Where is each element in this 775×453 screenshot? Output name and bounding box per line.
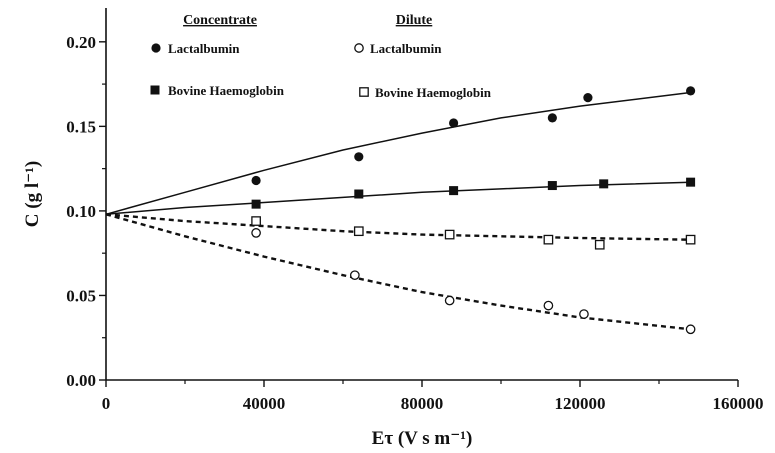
plot-area bbox=[105, 86, 696, 335]
legend-label-dilute-bovine-haemoglobin: Bovine Haemoglobin bbox=[375, 85, 492, 100]
y-tick-label: 0.15 bbox=[66, 117, 96, 136]
legend-marker-dilute-lactalbumin bbox=[354, 43, 364, 53]
y-axis-title: C (g l⁻¹) bbox=[22, 161, 43, 227]
x-tick-label: 80000 bbox=[401, 394, 444, 413]
concentrate-bovine-haemoglobin-point bbox=[686, 177, 696, 187]
legend-label-dilute-lactalbumin: Lactalbumin bbox=[370, 41, 442, 56]
concentrate-bovine-haemoglobin-point bbox=[354, 189, 364, 199]
dilute-bovine-haemoglobin-point bbox=[543, 234, 554, 245]
concentrate-lactalbumin-point bbox=[251, 175, 261, 186]
concentrate-bovine-haemoglobin-point bbox=[449, 186, 459, 196]
dilute-bovine-haemoglobin-point bbox=[251, 216, 261, 226]
legend-label-concentrate-lactalbumin: Lactalbumin bbox=[168, 41, 240, 56]
dilute-lactalbumin-point bbox=[251, 228, 261, 238]
legend: Concentrate Dilute Lactalbumin Lactalbumin B… bbox=[150, 13, 492, 100]
dilute-bovine-haemoglobin-point bbox=[685, 234, 696, 245]
dilute-bovine-haemoglobin-point bbox=[444, 229, 455, 240]
x-axis-title: Eτ (V s m⁻¹) bbox=[372, 428, 473, 449]
x-tick-label: 160000 bbox=[713, 394, 764, 413]
dilute-lactalbumin-point bbox=[444, 295, 455, 306]
dilute-lactalbumin-point bbox=[579, 309, 589, 319]
x-tick-label: 40000 bbox=[243, 394, 286, 413]
legend-marker-concentrate-bovine-haemoglobin bbox=[150, 85, 160, 95]
concentrate-lactalbumin-point bbox=[547, 113, 557, 123]
concentrate-lactalbumin-fit-line bbox=[105, 91, 691, 216]
y-tick-label: 0.00 bbox=[66, 371, 96, 390]
dilute-bovine-haemoglobin-point bbox=[353, 226, 364, 237]
dilute-lactalbumin-fit-line bbox=[105, 213, 691, 331]
concentrate-lactalbumin-point bbox=[449, 118, 459, 128]
legend-marker-dilute-bovine-haemoglobin bbox=[359, 87, 369, 97]
legend-group-heading: Concentrate bbox=[183, 13, 257, 28]
y-tick-label: 0.20 bbox=[66, 33, 96, 52]
concentrate-lactalbumin-point bbox=[354, 152, 364, 162]
legend-label-concentrate-bovine-haemoglobin: Bovine Haemoglobin bbox=[168, 83, 285, 98]
concentrate-bovine-haemoglobin-point bbox=[251, 199, 261, 209]
dilute-lactalbumin-point bbox=[543, 300, 554, 311]
dilute-lactalbumin-point bbox=[685, 324, 696, 335]
axes: 0 40000 80000 120000 160000 0.00 0.05 0.10 0.15 0… bbox=[66, 8, 764, 413]
x-tick-label: 0 bbox=[102, 394, 111, 413]
concentrate-bovine-haemoglobin-point bbox=[599, 179, 609, 189]
dilute-lactalbumin-point bbox=[349, 270, 360, 281]
concentrate-lactalbumin-point bbox=[583, 93, 593, 103]
concentrate-lactalbumin-point bbox=[686, 86, 696, 96]
legend-group-heading: Dilute bbox=[396, 13, 433, 28]
dilute-bovine-haemoglobin-point bbox=[594, 239, 605, 250]
y-tick-label: 0.10 bbox=[66, 202, 96, 221]
dilute-bovine-haemoglobin-fit-line bbox=[105, 213, 691, 241]
x-tick-label: 120000 bbox=[555, 394, 606, 413]
y-tick-label: 0.05 bbox=[66, 286, 96, 305]
concentrate-bovine-haemoglobin-point bbox=[547, 181, 557, 191]
legend-marker-concentrate-lactalbumin bbox=[151, 43, 161, 53]
concentrate-bovine-haemoglobin-fit-line bbox=[105, 181, 691, 216]
